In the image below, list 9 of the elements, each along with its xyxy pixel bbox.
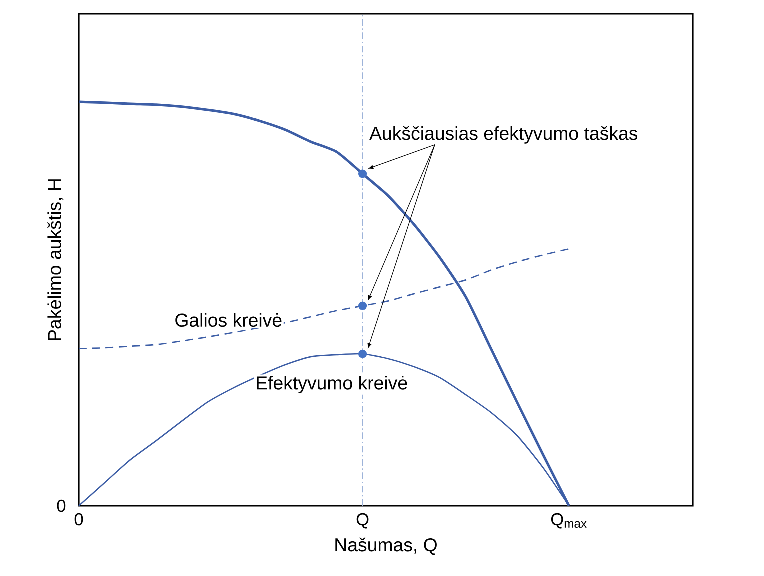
- y-axis-title: Pakėlimo aukštis, H: [48, 180, 64, 340]
- x-tick-label: Q: [356, 513, 369, 529]
- series-label: Galios kreivė: [176, 313, 282, 328]
- annotation: Aukščiausias efektyvumo taškas: [370, 126, 638, 144]
- series-label: Efektyvumo kreivė: [257, 376, 408, 394]
- x-tick-label: 0: [74, 513, 84, 526]
- x-tick-label: Q$_{max}$: [551, 513, 587, 529]
- text: 0: [57, 500, 66, 512]
- x-axis-title: Našumas, Q: [336, 538, 437, 556]
